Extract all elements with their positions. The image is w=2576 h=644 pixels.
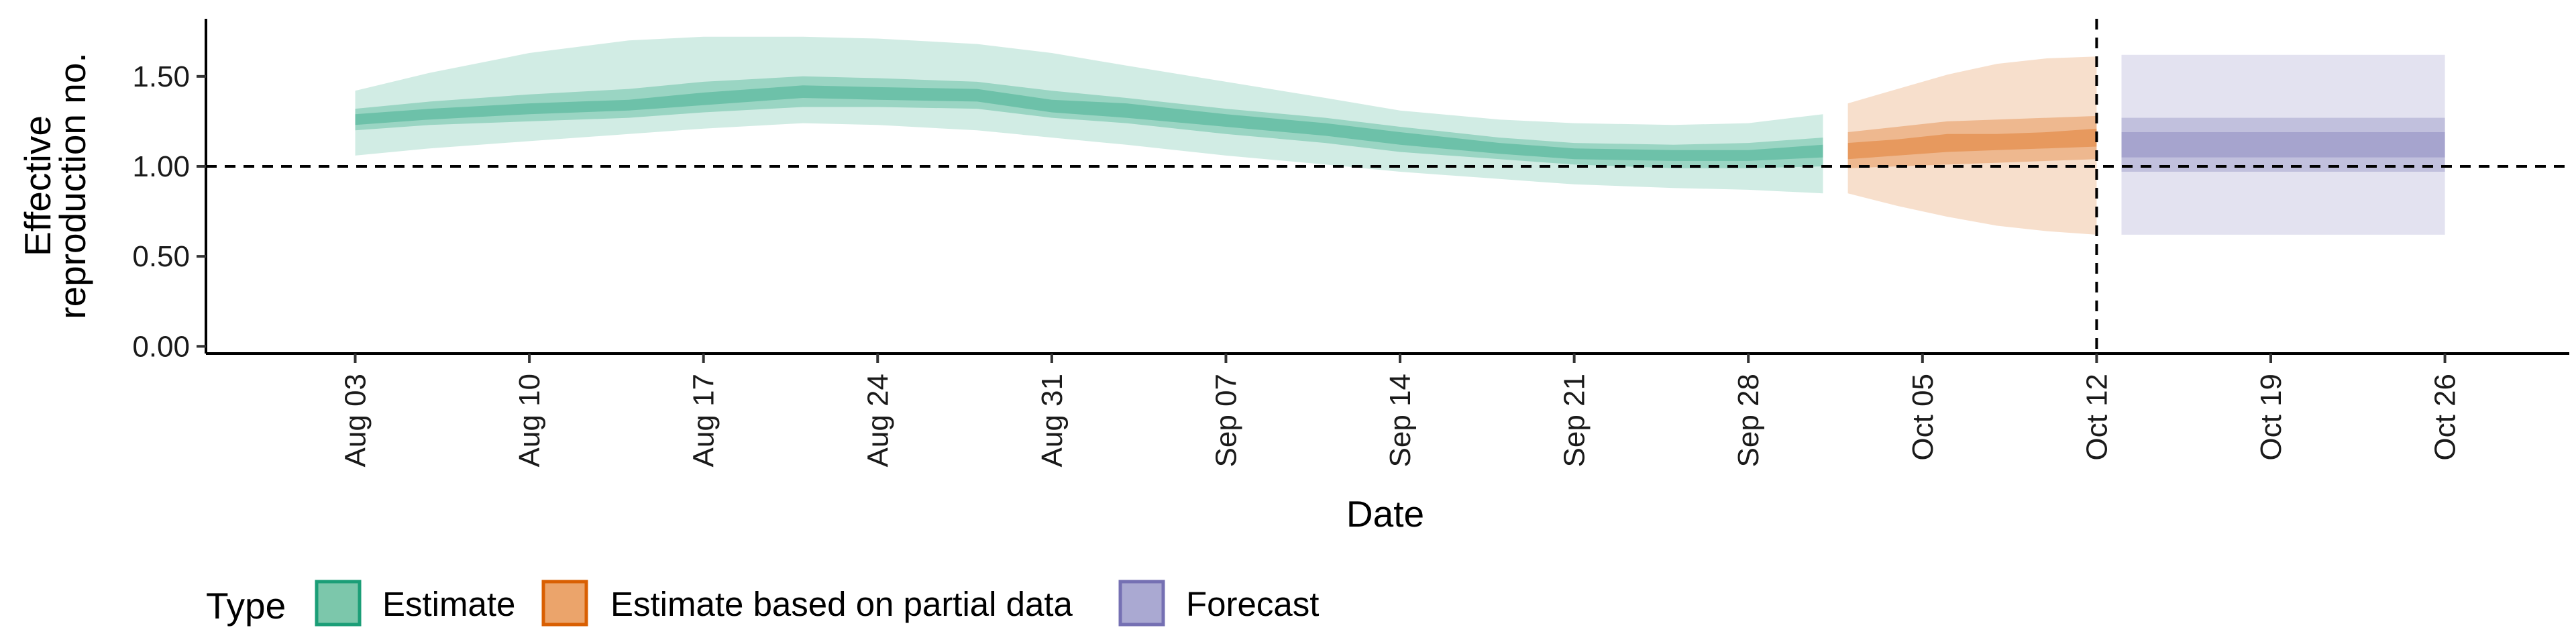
estimate-band-20 [355,85,1823,161]
x-tick-label: Sep 14 [1384,374,1417,467]
legend-key-forecast [1118,580,1165,627]
x-tick-label: Oct 19 [2255,374,2288,461]
x-tick-label: Oct 05 [1907,374,1939,461]
x-tick-label: Sep 07 [1210,374,1243,467]
y-axis-title-line-2: reproduction no. [52,52,93,319]
legend-key-partial [541,580,588,627]
y-tick-label: 1.50 [132,60,190,93]
x-tick-label: Oct 26 [2429,374,2462,461]
y-ticks: 0.00 0.50 1.00 1.50 [132,60,206,363]
y-tick-label: 1.00 [132,150,190,183]
y-axis-title-line-1: Effective [17,115,58,256]
x-tick-label: Aug 31 [1036,374,1069,467]
x-tick-label: Aug 17 [688,374,720,467]
legend-title: Type [206,585,286,627]
estimate-based-on-partial-data-band-90 [1847,56,2097,235]
estimate-band-90 [355,36,1823,194]
x-ticks: Aug 03 Aug 10 Aug 17 Aug 24 Aug 31 Sep 07 Sep … [339,354,2462,467]
x-tick-label: Aug 10 [513,374,546,467]
y-tick-label: 0.00 [132,330,190,363]
y-tick-label: 0.50 [132,240,190,273]
x-tick-label: Aug 24 [861,374,894,467]
axes [205,19,2569,355]
estimate-band-50 [355,76,1823,168]
legend-key-estimate [315,580,362,627]
x-tick-label: Aug 03 [339,374,372,467]
y-axis-title: Effective reproduction no. [17,52,93,319]
estimate-based-on-partial-data-band-50 [1847,115,2097,168]
forecast-band-50 [2121,117,2445,172]
x-axis-title: Date [1346,493,1424,535]
forecast-band-20 [2121,132,2445,158]
legend-label-estimate: Estimate [382,585,515,623]
legend-label-forecast: Forecast [1186,585,1319,623]
legend: Type Estimate Estimate based on partial … [206,580,1319,627]
x-tick-label: Sep 28 [1732,374,1765,467]
estimate-based-on-partial-data-band-20 [1847,128,2097,160]
forecast-band-90 [2121,54,2445,235]
legend-label-partial: Estimate based on partial data [610,585,1073,623]
x-tick-label: Oct 12 [2080,374,2113,461]
plot-bands [355,36,2445,235]
x-tick-label: Sep 21 [1558,374,1591,467]
